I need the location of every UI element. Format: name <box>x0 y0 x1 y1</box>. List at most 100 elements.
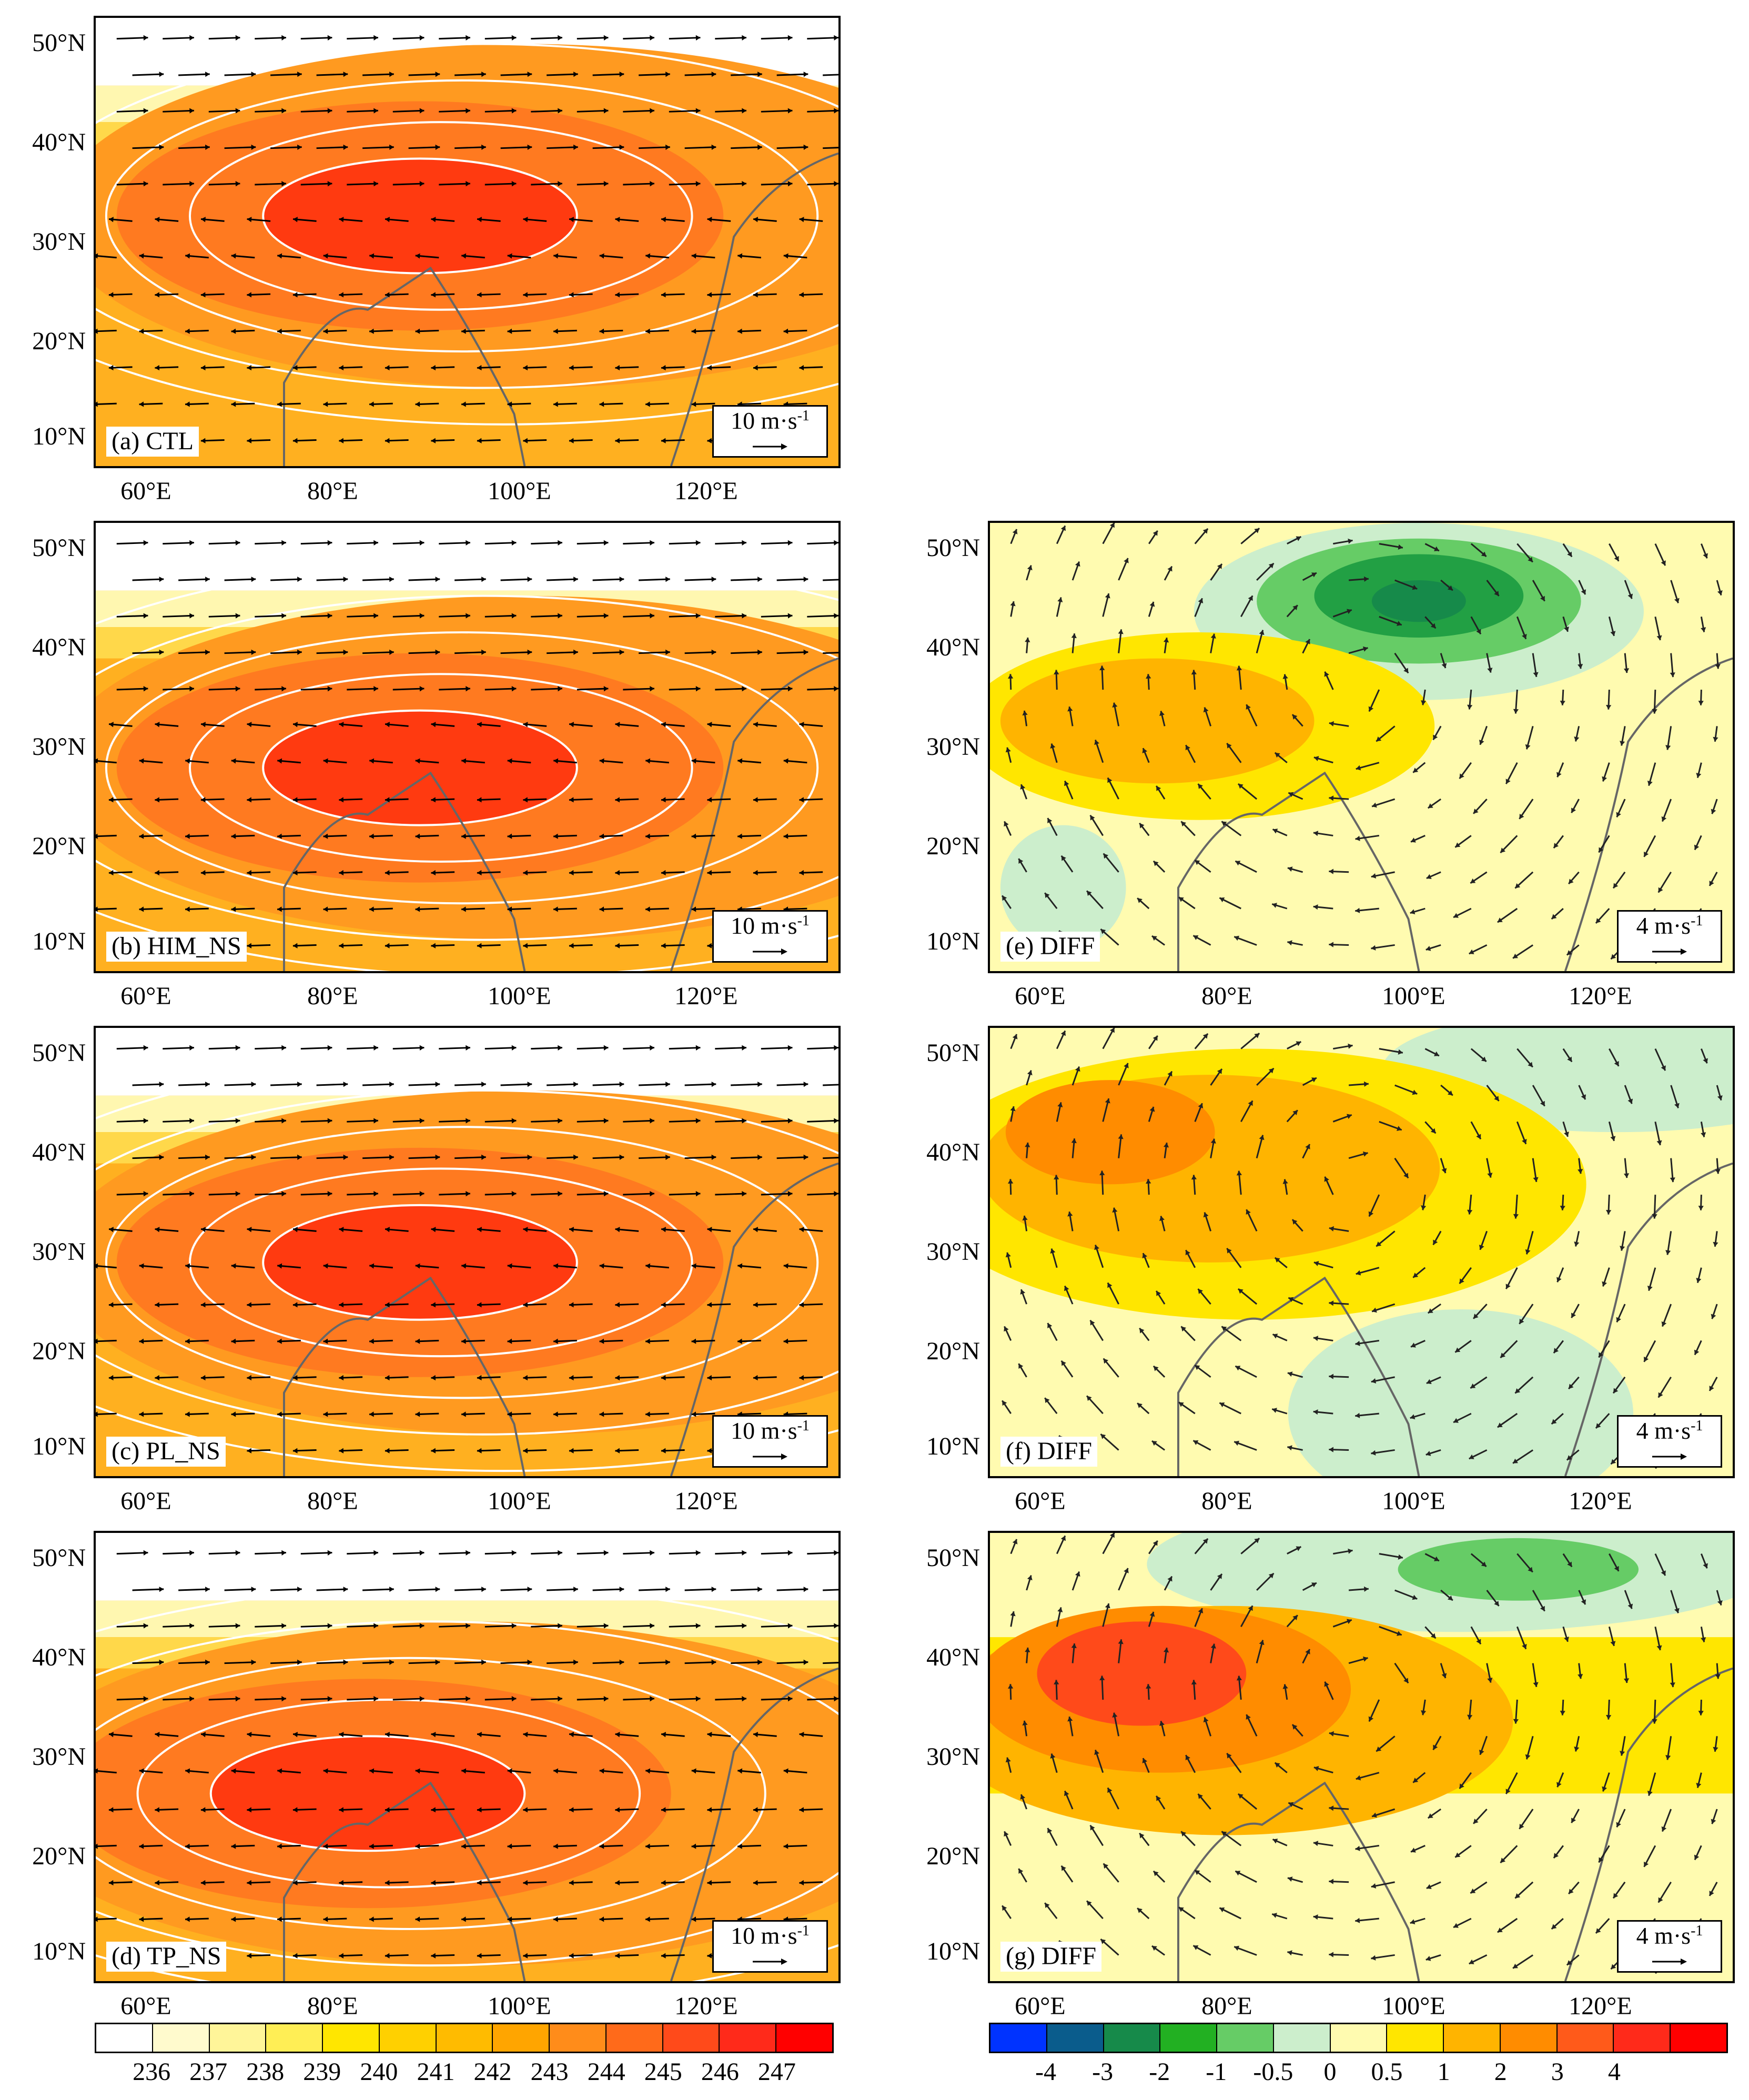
wind-vector-head <box>139 1843 144 1849</box>
wind-vector-head <box>281 1623 286 1629</box>
wind-vector-head <box>477 1732 482 1738</box>
wind-vector-head <box>527 144 532 150</box>
wind-vector-head <box>481 144 486 150</box>
wind-vector-head <box>558 1696 562 1702</box>
wind-vector-head <box>1287 1876 1293 1882</box>
wind-vector-head <box>1061 1360 1066 1366</box>
wind-vector-head <box>695 540 701 546</box>
wind-vector <box>163 614 194 618</box>
wind-vector <box>731 1083 762 1086</box>
wind-vector-head <box>1287 866 1293 872</box>
wind-vector <box>392 183 424 186</box>
wind-vector-head <box>1109 1028 1115 1033</box>
wind-vector-head <box>339 1732 344 1738</box>
wind-vector <box>484 1047 517 1050</box>
wind-vector-head <box>1004 1326 1009 1332</box>
wind-vector-head <box>661 722 666 728</box>
wind-vector-head <box>373 181 378 187</box>
wind-vector-head <box>415 328 420 334</box>
wind-vector-head <box>619 649 624 655</box>
wind-vector-head <box>1540 1606 1545 1611</box>
wind-vector-head <box>787 1623 793 1629</box>
wind-vector-head <box>1054 670 1059 675</box>
wind-vector-head <box>292 1448 298 1453</box>
wind-vector-head <box>569 870 574 876</box>
longitude-label: 80°E <box>307 477 358 505</box>
wind-vector-head <box>1202 1538 1208 1544</box>
wind-vector-head <box>251 1587 256 1592</box>
wind-vector <box>454 1588 486 1591</box>
wind-vector-head <box>757 1587 762 1592</box>
wind-vector-head <box>1623 1678 1630 1683</box>
wind-vector-head <box>695 108 701 114</box>
wind-vector-head <box>1620 1751 1625 1756</box>
wind-vector <box>731 146 762 149</box>
wind-vector <box>96 1844 117 1847</box>
wind-vector-head <box>799 1302 804 1308</box>
wind-vector-head <box>803 144 808 150</box>
wind-vector <box>639 1588 670 1591</box>
wind-vector-head <box>1146 1684 1151 1689</box>
wind-vector-head <box>1602 1786 1608 1792</box>
wind-vector-head <box>292 870 298 876</box>
wind-vector-head <box>1057 1102 1063 1107</box>
wind-vector-head <box>1185 1250 1190 1256</box>
wind-vector-head <box>1246 1209 1251 1215</box>
wind-vector-head <box>1522 1644 1527 1649</box>
wind-vector-head <box>1103 1358 1109 1364</box>
wind-vector-head <box>1010 1611 1016 1617</box>
wind-vector-head <box>787 613 793 619</box>
wind-vector-head <box>707 1375 712 1381</box>
wind-vector-head <box>1087 1396 1092 1401</box>
wind-vector-head <box>603 686 609 692</box>
reference-vector-box: 10 m·s-1 <box>712 910 828 963</box>
wind-vector-head <box>159 1082 164 1087</box>
longitude-label: 100°E <box>488 1992 551 2020</box>
wind-vector-head <box>1004 821 1009 827</box>
wind-vector-head <box>1149 1106 1155 1112</box>
wind-vector-head <box>1713 1746 1718 1752</box>
wind-vector-head <box>389 72 394 77</box>
wind-vector-head <box>1109 523 1115 528</box>
colorbar-tick-label: -3 <box>1092 2058 1114 2086</box>
wind-vector-head <box>523 1953 528 1958</box>
wind-vector-head <box>1181 1831 1187 1837</box>
wind-vector-head <box>707 438 712 443</box>
wind-vector-head <box>569 1880 574 1886</box>
wind-vector-head <box>1272 1839 1278 1844</box>
wind-vector-head <box>281 35 286 41</box>
wind-vector-head <box>753 1302 758 1308</box>
wind-vector-head <box>1002 895 1007 901</box>
wind-vector-head <box>477 438 482 443</box>
wind-vector-head <box>1372 802 1377 808</box>
isotherm-contour <box>96 18 838 426</box>
wind-vector-head <box>511 35 517 41</box>
wind-vector-head <box>558 1550 562 1556</box>
isotherm-contour <box>188 121 693 311</box>
wind-vector-head <box>477 1953 482 1958</box>
wind-vector-head <box>435 1587 440 1592</box>
wind-vector-head <box>645 1411 650 1417</box>
wind-vector-head <box>1694 844 1700 850</box>
wind-vector-head <box>1500 847 1506 853</box>
wind-vector-head <box>235 1118 240 1124</box>
longitude-label: 80°E <box>307 1487 358 1515</box>
wind-vector-head <box>1210 633 1216 639</box>
wind-vector-head <box>435 649 440 655</box>
wind-vector-head <box>1112 702 1118 708</box>
wind-vector <box>577 688 609 691</box>
wind-vector-head <box>1571 1818 1576 1823</box>
wind-vector <box>392 1624 424 1628</box>
wind-vector-head <box>1656 1140 1662 1145</box>
wind-vector-head <box>109 217 114 223</box>
wind-vector-head <box>1075 1066 1080 1072</box>
wind-vector-head <box>1713 1241 1718 1247</box>
wind-vector <box>362 1156 394 1159</box>
latitude-label: 30°N <box>926 733 980 761</box>
wind-vector <box>715 614 747 618</box>
wind-vector-head <box>599 1263 604 1269</box>
coastline <box>282 1276 526 1476</box>
longitude-label: 120°E <box>674 477 738 505</box>
wind-vector-head <box>753 1732 759 1738</box>
wind-vector-head <box>293 217 298 223</box>
